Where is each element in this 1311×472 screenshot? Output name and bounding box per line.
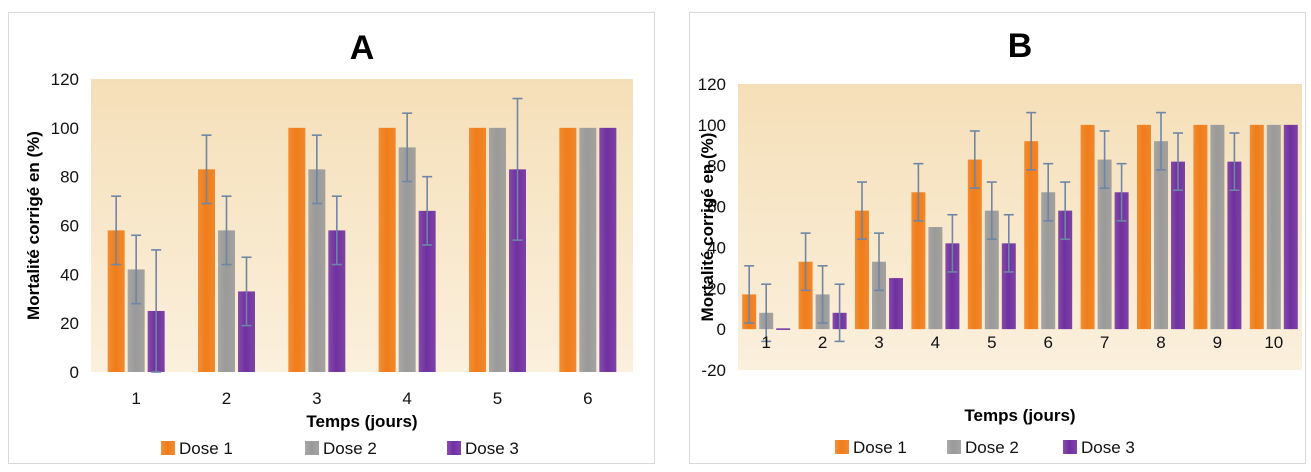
- legend-swatch-dose2: [305, 441, 319, 455]
- bar-dose2: [489, 127, 506, 372]
- legend-label-dose2: Dose 2: [965, 438, 1019, 457]
- bar-dose2: [872, 261, 886, 330]
- y-tick-label: 120: [51, 70, 79, 89]
- bar-dose2: [1097, 159, 1112, 330]
- bar-dose3: [328, 230, 346, 372]
- bar-dose3: [599, 127, 617, 372]
- legend-label-dose1: Dose 1: [179, 439, 233, 458]
- x-tick-label: 2: [818, 333, 827, 352]
- chart-b-svg: B -20 0 20 40 60 80 100 120 Mortalité corrigé en …: [698, 27, 1302, 457]
- bar-dose1: [1249, 124, 1264, 330]
- bar-dose1: [798, 261, 813, 330]
- bar-dose3: [509, 169, 526, 372]
- x-tick-label: 10: [1264, 333, 1283, 352]
- y-tick-label: 60: [707, 198, 726, 217]
- x-tick-label: 7: [1100, 333, 1109, 352]
- x-axis-label-b: Temps (jours): [964, 406, 1075, 425]
- x-tick-label: 5: [493, 389, 502, 408]
- y-tick-label: 40: [60, 265, 79, 284]
- bar-dose3: [418, 210, 436, 372]
- bar-dose1: [559, 127, 577, 372]
- bar-dose1: [911, 192, 926, 330]
- y-tick-label: 80: [60, 168, 79, 187]
- bar-dose1: [469, 127, 486, 372]
- chart-title-a: A: [350, 29, 375, 67]
- legend-swatch-dose2: [947, 440, 961, 454]
- x-tick-label: 4: [402, 389, 411, 408]
- y-tick-label: 120: [698, 75, 726, 94]
- y-axis-label-a: Mortalité corrigé en (%): [24, 131, 43, 320]
- legend-label-dose1: Dose 1: [853, 438, 907, 457]
- x-tick-label: 5: [987, 333, 996, 352]
- plot-area-b: [738, 84, 1302, 370]
- x-tick-label: 1: [131, 389, 140, 408]
- chart-title-b: B: [1008, 27, 1033, 65]
- x-tick-label: 6: [583, 389, 592, 408]
- x-tick-label: 3: [874, 333, 883, 352]
- x-tick-label: 3: [312, 389, 321, 408]
- y-tick-label: 0: [70, 363, 79, 382]
- y-tick-label: 60: [60, 217, 79, 236]
- y-tick-label: 100: [698, 116, 726, 135]
- y-tick-label: -20: [701, 361, 726, 380]
- bar-dose1: [1080, 124, 1095, 330]
- y-tick-label: 20: [60, 314, 79, 333]
- x-tick-label: 1: [761, 333, 770, 352]
- bar-dose3: [889, 278, 903, 330]
- plot-area-a: [91, 79, 633, 372]
- bar-dose1: [1137, 124, 1151, 330]
- bar-dose3: [1283, 124, 1298, 330]
- y-tick-label: 0: [717, 320, 726, 339]
- x-tick-label: 4: [931, 333, 940, 352]
- x-tick-label: 9: [1213, 333, 1222, 352]
- bar-dose3: [1227, 161, 1242, 330]
- legend-swatch-dose1: [835, 440, 849, 454]
- bar-dose3: [1114, 192, 1129, 330]
- bar-dose3: [238, 291, 255, 372]
- y-axis-label-b: Mortalité corrigé en (%): [698, 133, 717, 322]
- legend-swatch-dose1: [161, 441, 175, 455]
- legend-swatch-dose3: [1063, 440, 1077, 454]
- bar-dose2: [928, 227, 943, 330]
- y-tick-label: 40: [707, 238, 726, 257]
- bar-dose2: [1266, 124, 1281, 330]
- bar-dose1: [378, 127, 396, 372]
- y-tick-label: 100: [51, 119, 79, 138]
- bar-dose1: [855, 210, 869, 330]
- y-tick-label: 20: [707, 279, 726, 298]
- bar-dose2: [308, 169, 326, 372]
- y-tick-label: 80: [707, 157, 726, 176]
- bar-dose3: [1001, 243, 1016, 330]
- legend-label-dose3: Dose 3: [465, 439, 519, 458]
- bar-dose1: [967, 159, 982, 330]
- bar-dose3: [1058, 210, 1073, 330]
- chart-panel-b: B -20 0 20 40 60 80 100 120 Mortalité corrigé en …: [689, 12, 1306, 464]
- bar-dose1: [107, 230, 125, 372]
- chart-a-svg: A 0 20 40 60 80 100 120 Mortalité corrigé en (%)…: [24, 29, 633, 458]
- x-tick-label: 8: [1156, 333, 1165, 352]
- bar-dose1: [288, 127, 306, 372]
- bar-dose1: [1193, 124, 1208, 330]
- legend-label-dose2: Dose 2: [323, 439, 377, 458]
- bar-dose2: [127, 269, 145, 372]
- chart-panel-a: A 0 20 40 60 80 100 120 Mortalité corrigé en (%)…: [8, 12, 655, 464]
- legend-label-dose3: Dose 3: [1081, 438, 1135, 457]
- x-tick-label: 2: [222, 389, 231, 408]
- bar-dose3: [1171, 161, 1185, 330]
- bar-dose2: [1154, 141, 1168, 330]
- x-axis-label-a: Temps (jours): [306, 412, 417, 431]
- bar-dose2: [218, 230, 235, 372]
- legend-swatch-dose3: [447, 441, 461, 455]
- bar-dose2: [1041, 192, 1056, 330]
- x-tick-label: 6: [1043, 333, 1052, 352]
- bar-dose2: [984, 210, 999, 330]
- bar-dose1: [1024, 141, 1039, 330]
- bar-dose2: [398, 147, 416, 372]
- bar-dose1: [198, 169, 215, 372]
- bar-dose2: [1210, 124, 1225, 330]
- bar-dose3: [945, 243, 960, 330]
- bar-dose2: [579, 127, 597, 372]
